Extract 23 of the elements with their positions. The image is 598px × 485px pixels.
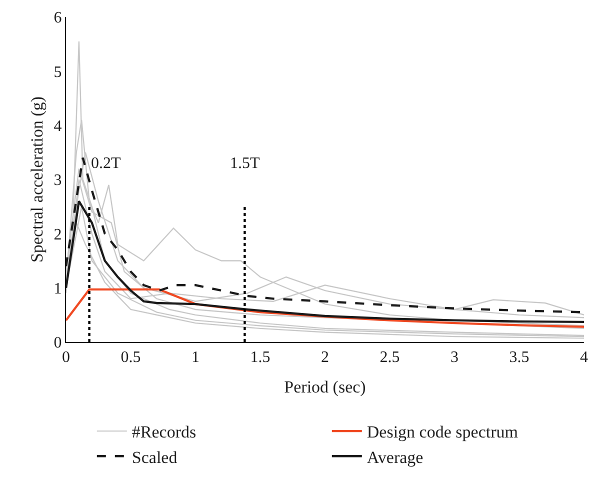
y-tick-label: 6 xyxy=(54,10,62,27)
legend-label: Average xyxy=(366,448,424,467)
y-tick-label: 1 xyxy=(54,280,62,298)
x-tick-label: 1 xyxy=(192,349,200,366)
y-tick-label: 0 xyxy=(54,334,62,352)
x-tick-label: 4 xyxy=(580,349,588,366)
y-tick-label: 3 xyxy=(54,172,62,190)
y-axis-title: Spectral acceleration (g) xyxy=(27,96,46,263)
x-tick-label: 3 xyxy=(450,349,458,366)
x-tick-label: 3.5 xyxy=(509,349,530,366)
y-tick-label: 5 xyxy=(54,64,62,81)
y-tick-label: 2 xyxy=(54,226,62,244)
ref-line-label: 0.2T xyxy=(91,155,121,172)
x-axis-title: Period (sec) xyxy=(284,378,366,397)
ref-line-label: 1.5T xyxy=(230,155,260,172)
legend-label: #Records xyxy=(132,422,196,442)
x-tick-label: 0.5 xyxy=(120,349,141,366)
legend-label: Design code spectrum xyxy=(366,422,518,442)
x-tick-label: 2 xyxy=(321,349,329,366)
y-tick-label: 4 xyxy=(54,118,62,135)
x-tick-label: 2.5 xyxy=(380,349,400,366)
x-tick-label: 1.5 xyxy=(250,349,270,366)
legend-label: Scaled xyxy=(132,448,178,467)
